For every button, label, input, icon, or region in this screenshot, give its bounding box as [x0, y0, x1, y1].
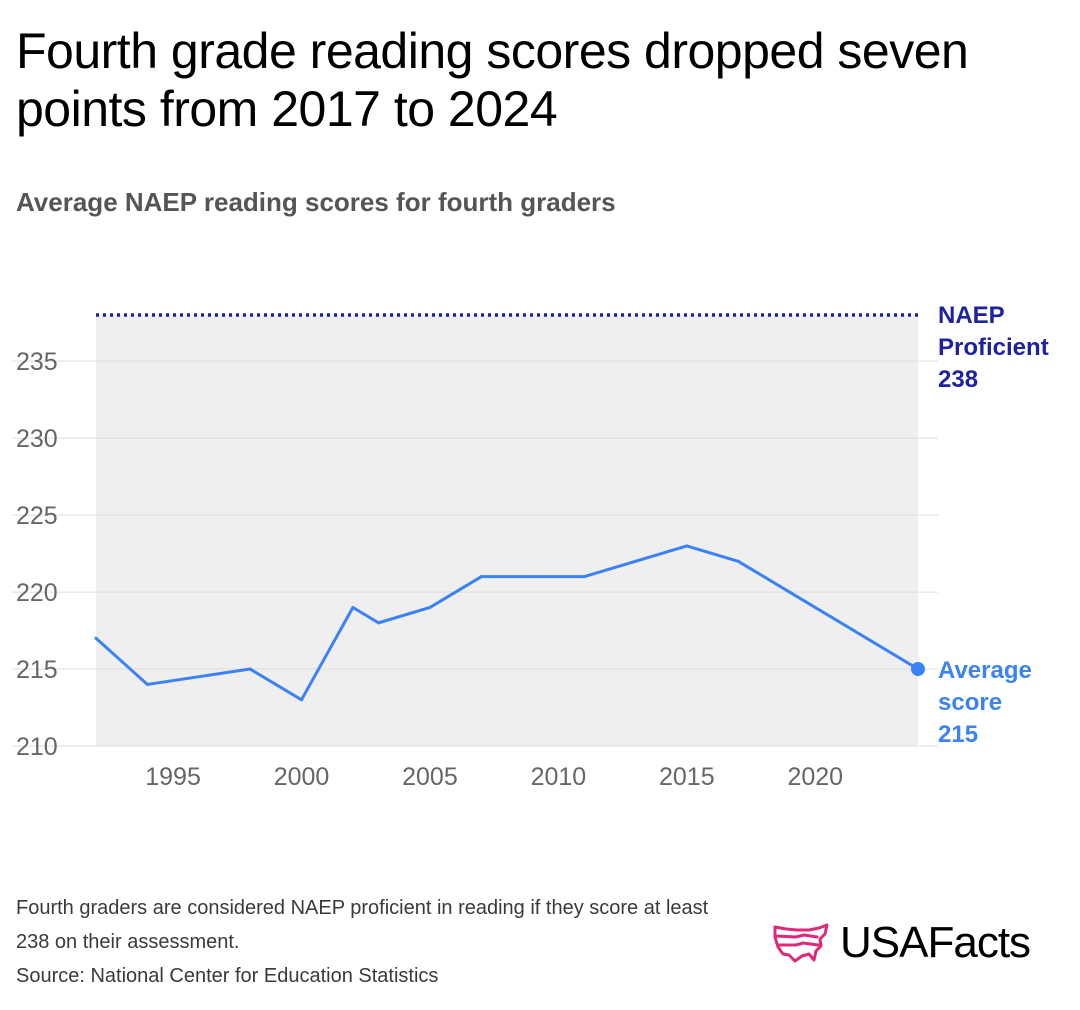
y-tick-label: 210 — [16, 733, 58, 761]
chart-subtitle: Average NAEP reading scores for fourth g… — [16, 187, 616, 217]
chart-title: Fourth grade reading scores dropped seve… — [16, 23, 969, 137]
data-point — [145, 682, 149, 686]
x-tick-label: 2015 — [659, 763, 715, 791]
data-point — [248, 667, 252, 671]
average-score-end-marker — [911, 662, 925, 677]
y-tick-label: 225 — [16, 502, 58, 530]
proficiency-gap-area — [96, 315, 918, 746]
y-gridlines — [12, 360, 938, 747]
logo-wordmark: USAFacts — [840, 918, 1031, 967]
average-score-label: Average score 215 — [938, 657, 1032, 748]
data-point — [582, 575, 586, 579]
x-tick-label: 2000 — [274, 763, 330, 791]
data-point — [633, 559, 637, 563]
data-point — [94, 636, 98, 640]
naep-proficient-label-line: Proficient — [938, 334, 1049, 361]
data-point — [479, 575, 483, 579]
data-points — [94, 544, 920, 702]
y-tick-label: 215 — [16, 656, 58, 684]
data-point — [377, 621, 381, 625]
average-score-label-line: 215 — [938, 721, 978, 748]
line-chart: 210 215 220 225 230 235 1995 2000 2005 2010 2015 2… — [12, 302, 1049, 791]
x-tick-label: 2005 — [402, 763, 458, 791]
data-point — [351, 605, 355, 609]
y-tick-label: 230 — [16, 425, 58, 453]
data-point — [300, 698, 303, 702]
average-score-label-line: Average — [938, 657, 1032, 684]
y-tick-label: 235 — [16, 348, 58, 376]
average-score-label-line: score — [938, 689, 1002, 716]
usa-map-icon — [773, 923, 829, 963]
x-tick-label: 2020 — [787, 763, 843, 791]
y-tick-label: 220 — [16, 579, 58, 607]
naep-proficient-label-line: 238 — [938, 366, 978, 393]
data-point — [685, 544, 689, 548]
x-tick-label: 1995 — [145, 763, 201, 791]
x-tick-label: 2010 — [531, 763, 587, 791]
footnote-text: Fourth graders are considered NAEP profi… — [16, 897, 709, 953]
naep-proficient-label: NAEP Proficient 238 — [938, 302, 1049, 393]
data-point — [428, 605, 432, 609]
data-point — [865, 636, 869, 640]
data-point — [736, 559, 740, 563]
data-point — [788, 590, 792, 594]
usafacts-logo: USAFacts — [772, 915, 1031, 971]
data-point — [531, 575, 535, 579]
source-text: Source: National Center for Education St… — [16, 965, 439, 987]
footnote: Fourth graders are considered NAEP profi… — [16, 891, 736, 993]
average-score-line — [94, 544, 920, 702]
naep-proficient-label-line: NAEP — [938, 302, 1005, 329]
x-axis-ticks: 1995 2000 2005 2010 2015 2020 — [145, 763, 843, 791]
y-axis-ticks: 210 215 220 225 230 235 — [16, 348, 58, 761]
